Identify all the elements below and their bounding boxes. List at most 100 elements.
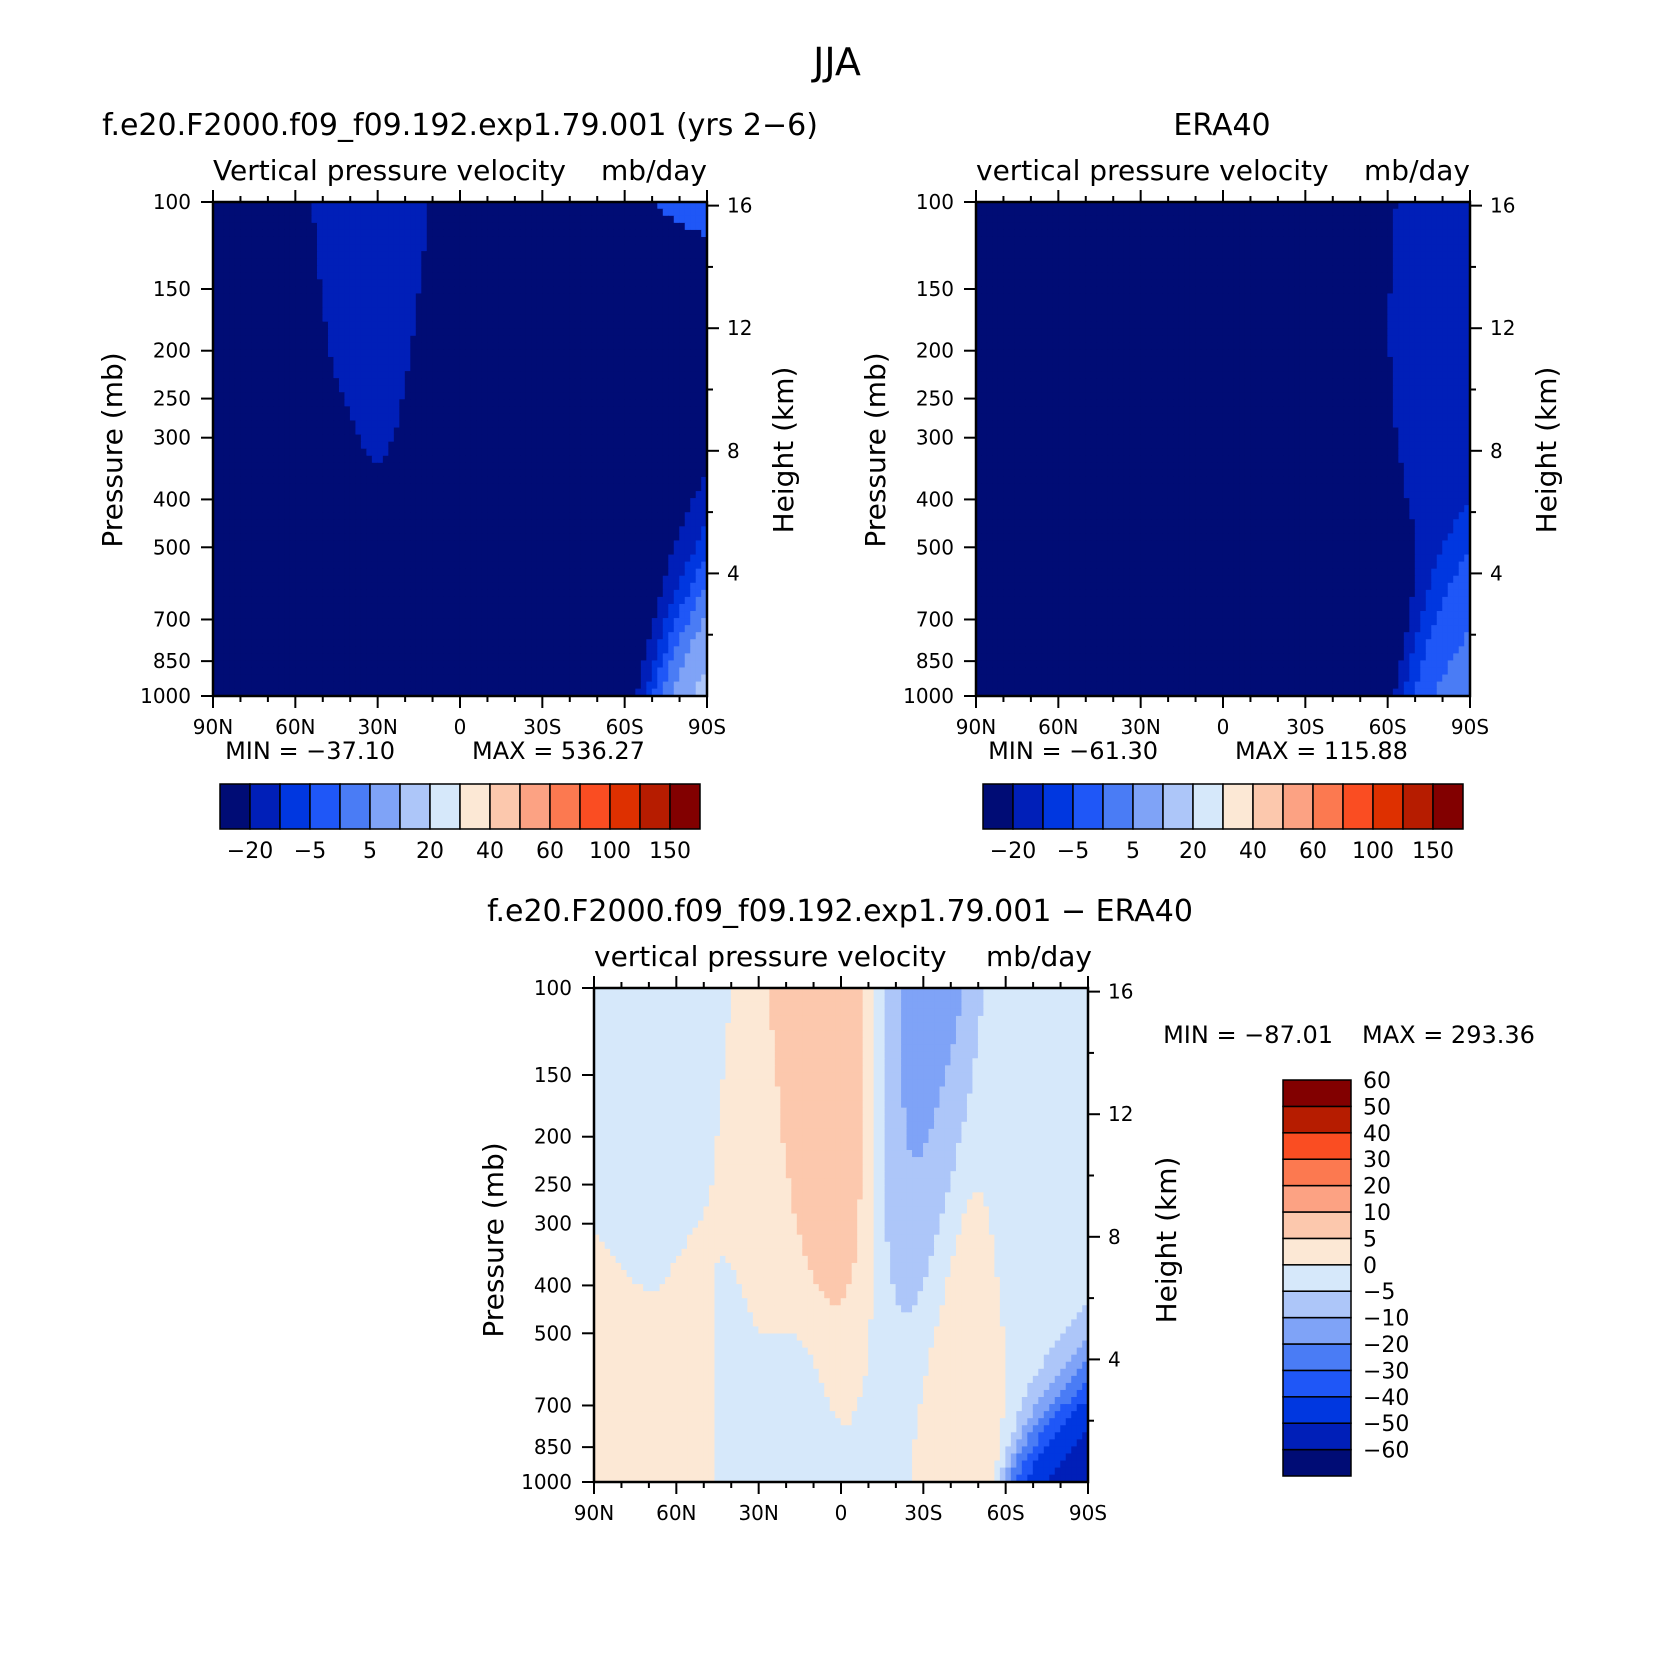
field-cell bbox=[316, 483, 324, 492]
field-cell bbox=[437, 258, 444, 266]
field-cell bbox=[476, 307, 483, 316]
field-cell bbox=[371, 441, 378, 450]
field-cell bbox=[525, 455, 532, 464]
field-cell bbox=[574, 483, 582, 492]
field-cell bbox=[569, 498, 576, 506]
field-cell bbox=[558, 568, 565, 577]
field-cell bbox=[355, 568, 362, 577]
field-cell bbox=[487, 215, 494, 224]
field-cell bbox=[267, 364, 274, 372]
field-cell bbox=[404, 512, 411, 520]
field-cell bbox=[525, 307, 532, 316]
field-cell bbox=[465, 582, 472, 591]
field-cell bbox=[245, 258, 252, 266]
field-cell bbox=[520, 491, 527, 499]
field-cell bbox=[421, 448, 428, 457]
field-cell bbox=[695, 512, 702, 520]
field-cell bbox=[377, 244, 384, 252]
field-cell bbox=[503, 314, 510, 323]
field-cell bbox=[327, 349, 335, 358]
field-cell bbox=[690, 335, 697, 344]
field-cell bbox=[366, 427, 373, 436]
field-cell bbox=[415, 229, 422, 238]
field-cell bbox=[454, 491, 461, 499]
field-cell bbox=[218, 582, 225, 591]
field-cell bbox=[223, 420, 230, 429]
field-cell bbox=[448, 568, 455, 577]
field-cell bbox=[536, 244, 543, 252]
field-cell bbox=[580, 265, 587, 273]
field-cell bbox=[377, 561, 384, 570]
field-cell bbox=[300, 568, 307, 577]
field-cell bbox=[349, 201, 357, 210]
field-cell bbox=[465, 547, 472, 556]
field-cell bbox=[212, 229, 219, 238]
field-cell bbox=[596, 526, 604, 534]
field-cell bbox=[448, 427, 455, 436]
field-cell bbox=[399, 568, 406, 577]
field-cell bbox=[393, 554, 400, 563]
field-cell bbox=[673, 272, 680, 280]
field-cell bbox=[646, 441, 653, 450]
field-cell bbox=[355, 222, 362, 231]
field-cell bbox=[629, 441, 636, 450]
field-cell bbox=[668, 540, 675, 549]
field-cell bbox=[437, 272, 444, 280]
field-cell bbox=[284, 356, 291, 365]
field-cell bbox=[596, 371, 604, 379]
field-cell bbox=[476, 561, 483, 570]
field-cell bbox=[327, 533, 335, 542]
field-cell bbox=[256, 300, 263, 309]
field-cell bbox=[487, 519, 494, 527]
field-cell bbox=[251, 265, 258, 273]
field-cell bbox=[289, 575, 296, 584]
field-cell bbox=[344, 349, 351, 358]
field-cell bbox=[596, 314, 604, 323]
field-cell bbox=[437, 208, 444, 217]
field-cell bbox=[284, 349, 291, 358]
field-cell bbox=[646, 399, 653, 407]
field-cell bbox=[399, 208, 406, 217]
field-cell bbox=[542, 413, 549, 422]
field-cell bbox=[212, 208, 219, 217]
field-cell bbox=[311, 321, 318, 330]
field-cell bbox=[393, 222, 400, 231]
field-cell bbox=[251, 462, 258, 471]
field-cell bbox=[344, 589, 351, 598]
field-cell bbox=[673, 286, 680, 295]
field-cell bbox=[492, 392, 499, 400]
field-cell bbox=[563, 540, 571, 549]
field-cell bbox=[344, 244, 351, 252]
field-cell bbox=[465, 244, 472, 252]
field-cell bbox=[300, 293, 307, 302]
field-cell bbox=[300, 371, 307, 379]
field-cell bbox=[629, 392, 636, 400]
field-cell bbox=[668, 371, 675, 379]
field-cell bbox=[245, 244, 252, 252]
field-cell bbox=[514, 371, 521, 379]
field-cell bbox=[585, 491, 593, 499]
field-cell bbox=[426, 300, 433, 309]
field-cell bbox=[503, 244, 510, 252]
field-cell bbox=[234, 575, 241, 584]
field-cell bbox=[399, 244, 406, 252]
field-cell bbox=[476, 272, 483, 280]
field-cell bbox=[553, 201, 560, 210]
field-cell bbox=[613, 519, 620, 527]
field-cell bbox=[492, 208, 499, 217]
field-cell bbox=[229, 498, 236, 506]
field-cell bbox=[602, 236, 609, 245]
field-cell bbox=[690, 314, 697, 323]
field-cell bbox=[580, 491, 587, 499]
field-cell bbox=[503, 420, 510, 429]
field-cell bbox=[509, 568, 516, 577]
field-cell bbox=[536, 406, 543, 415]
field-cell bbox=[366, 392, 373, 400]
field-cell bbox=[426, 215, 433, 224]
field-cell bbox=[624, 448, 631, 457]
field-cell bbox=[218, 293, 225, 302]
field-cell bbox=[240, 399, 247, 407]
field-cell bbox=[591, 251, 598, 259]
field-cell bbox=[487, 392, 494, 400]
field-cell bbox=[355, 378, 362, 386]
